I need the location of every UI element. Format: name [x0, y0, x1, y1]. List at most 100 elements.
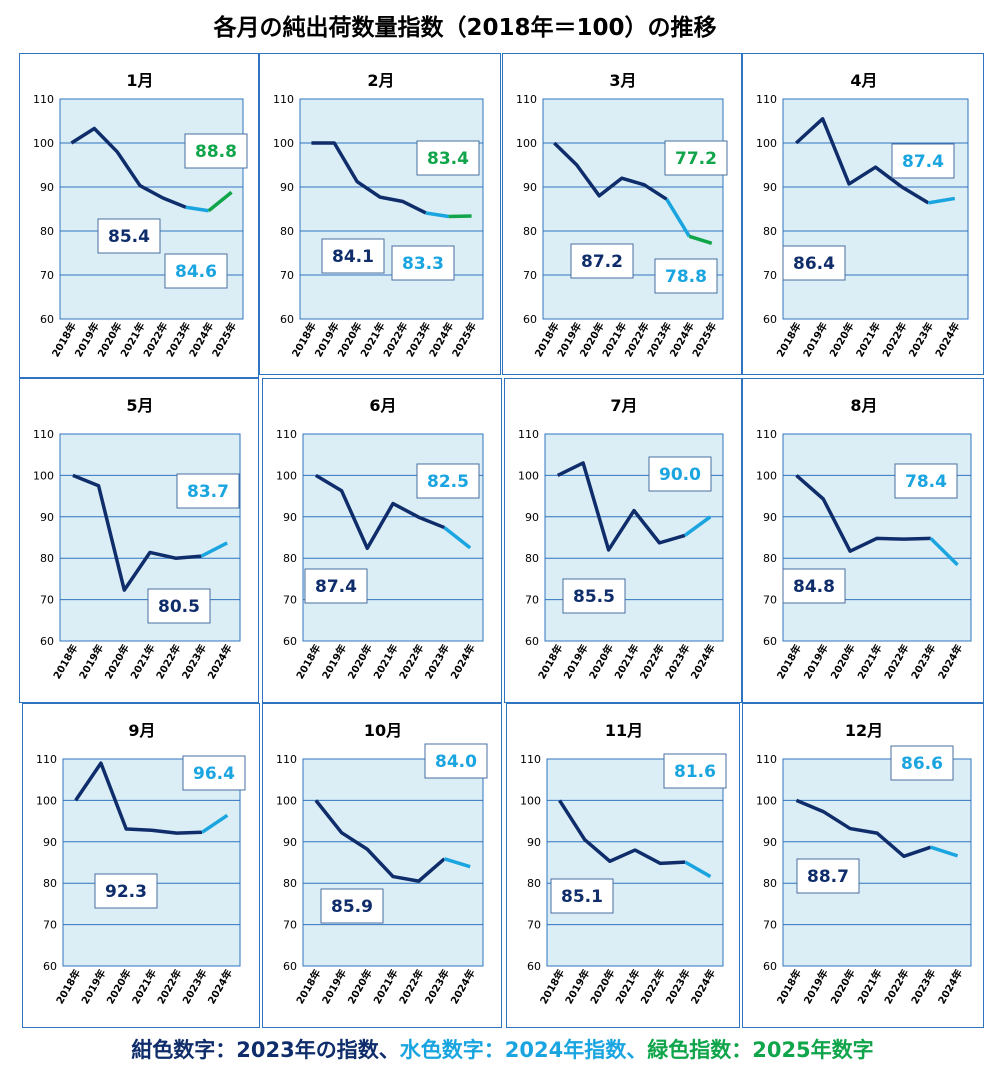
series-line-2024	[929, 537, 959, 567]
y-tick-label: 100	[36, 794, 57, 807]
value-label-box	[176, 473, 240, 509]
y-tick-label: 110	[756, 93, 777, 106]
x-tick-label: 2021年	[611, 642, 641, 681]
y-tick-label: 90	[763, 181, 777, 194]
x-tick-label: 2022年	[154, 967, 184, 1006]
data-label: 84.6	[175, 262, 217, 282]
x-tick-label: 2018年	[293, 642, 323, 681]
data-label: 81.6	[674, 762, 716, 782]
data-label: 85.1	[561, 887, 603, 907]
series-line-2018-2023	[314, 799, 446, 883]
series-line-2018-2023	[74, 761, 203, 835]
y-tick-label: 70	[280, 269, 294, 282]
value-label-box	[184, 133, 248, 169]
value-label-box	[550, 878, 614, 914]
x-tick-label: 2021年	[612, 967, 642, 1006]
line-chart: 11月607080901001102018年2019年2020年2021年202…	[520, 721, 727, 1006]
series-line-2024	[201, 813, 229, 834]
y-tick-label: 80	[525, 552, 539, 565]
y-tick-label: 80	[523, 225, 537, 238]
value-label-box	[94, 873, 158, 909]
y-tick-label: 80	[40, 552, 54, 565]
y-tick-label: 60	[523, 313, 537, 326]
y-tick-label: 100	[276, 794, 297, 807]
value-label-box	[320, 888, 384, 924]
data-label: 84.0	[435, 752, 477, 772]
line-chart: 7月 60 70 80 90 100 110 2018年2019年2020年2021年2022…	[518, 396, 724, 681]
y-tick-label: 110	[276, 753, 297, 766]
y-tick-label: 60	[40, 635, 54, 648]
series-line-2024	[200, 541, 228, 558]
line-chart: 4月 60 70 80 90 100 110 2018年2019年2020年2021年2022…	[756, 71, 969, 359]
chart-title: 12月	[845, 721, 883, 740]
y-tick-label: 90	[280, 181, 294, 194]
chart-panel: 5月 60 70 80 90 100 110 2018年 2019年 2020年 2021年 2022…	[19, 378, 259, 703]
y-tick-label: 110	[33, 93, 54, 106]
y-tick-label: 100	[518, 469, 539, 482]
series-line-2018-2023	[795, 117, 930, 205]
x-tick-label: 2018年	[774, 642, 804, 681]
y-tick-label: 110	[756, 753, 777, 766]
x-tick-label: 2022年	[153, 642, 183, 681]
series-line-2024	[425, 211, 449, 219]
value-label-box	[664, 140, 728, 176]
x-tick-label: 2022年	[879, 320, 909, 359]
value-label-box	[182, 755, 246, 791]
value-label-box	[648, 456, 712, 492]
y-tick-label: 100	[276, 469, 297, 482]
value-label-box	[570, 243, 634, 279]
x-tick-label: 2022年	[396, 642, 426, 681]
chart-panel: 7月 60 70 80 90 100 110 2018年 2019年 2020年 2021年 2022…	[504, 378, 742, 703]
y-tick-label: 80	[43, 877, 57, 890]
y-tick-label: 100	[756, 469, 777, 482]
series-line-2024	[185, 205, 209, 213]
y-tick-label: 60	[43, 960, 57, 973]
series-line-2018-2023	[556, 461, 686, 552]
x-tick-label: 2021年	[853, 320, 883, 359]
value-label-box	[562, 578, 626, 614]
y-tick-label: 100	[516, 137, 537, 150]
data-label: 88.7	[807, 867, 849, 887]
x-tick-label: 2020年	[345, 967, 375, 1006]
data-label: 84.1	[332, 247, 374, 267]
x-tick-label: 2021年	[370, 967, 400, 1006]
y-tick-label: 70	[763, 269, 777, 282]
chart-title: 4月	[850, 71, 877, 90]
line-chart: 8月 60 70 80 90 100 110 2018年2019年2020年2021年2022…	[756, 396, 972, 681]
line-chart: 3月607080901001102018年2019年2020年2021年2022…	[516, 71, 728, 359]
y-tick-label: 70	[527, 919, 541, 932]
value-label-box	[97, 218, 161, 254]
data-label: 85.4	[108, 227, 150, 247]
x-tick-label: 2020年	[828, 967, 858, 1006]
x-tick-label: 2024年	[932, 320, 962, 359]
x-tick-label: 2019年	[801, 642, 831, 681]
data-label: 88.8	[195, 142, 237, 162]
x-tick-label: 2020年	[828, 642, 858, 681]
y-tick-label: 70	[283, 919, 297, 932]
x-tick-label: 2022年	[881, 967, 911, 1006]
x-tick-label: 2018年	[50, 642, 80, 681]
y-tick-label: 110	[756, 428, 777, 441]
data-label: 84.8	[793, 577, 835, 597]
legend-separator: 、	[626, 1038, 648, 1062]
x-tick-label: 2019年	[78, 967, 108, 1006]
data-label: 86.4	[793, 254, 835, 274]
color-legend: 紺色数字：2023年の指数、水色数字：2024年指数、緑色指数：2025年数字	[0, 1034, 1005, 1064]
value-label-box	[782, 568, 846, 604]
y-tick-label: 100	[33, 469, 54, 482]
y-tick-label: 60	[525, 635, 539, 648]
chart-panel: 9月 60 70 80 90 100 110 2018年 2019年 2020年 2021年 2022…	[22, 703, 260, 1028]
data-label: 90.0	[659, 465, 701, 485]
series-line-2018-2023	[558, 799, 686, 866]
x-tick-label: 2020年	[345, 642, 375, 681]
data-label: 82.5	[427, 472, 469, 492]
value-label-box	[891, 143, 955, 179]
y-tick-label: 80	[40, 225, 54, 238]
x-tick-label: 2018年	[537, 967, 567, 1006]
y-tick-label: 100	[756, 794, 777, 807]
x-tick-label: 2020年	[587, 967, 617, 1006]
x-tick-label: 2024年	[935, 642, 965, 681]
y-tick-label: 80	[280, 225, 294, 238]
y-tick-label: 70	[283, 594, 297, 607]
y-tick-label: 100	[273, 137, 294, 150]
